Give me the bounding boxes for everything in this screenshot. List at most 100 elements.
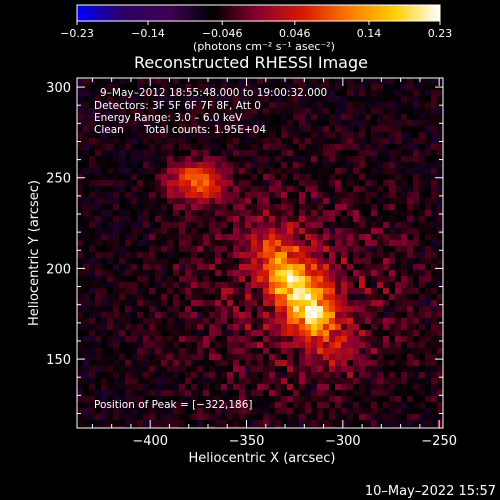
heatmap-cell	[263, 246, 270, 253]
heatmap-cell	[299, 258, 306, 265]
heatmap-cell	[173, 264, 180, 271]
heatmap-cell	[419, 114, 426, 121]
heatmap-cell	[317, 132, 324, 139]
heatmap-cell	[107, 342, 114, 349]
heatmap-cell	[311, 144, 318, 151]
heatmap-cell	[137, 222, 144, 229]
heatmap-cell	[239, 402, 246, 409]
heatmap-cell	[353, 114, 360, 121]
heatmap-cell	[425, 150, 432, 157]
heatmap-cell	[383, 144, 390, 151]
heatmap-cell	[137, 186, 144, 193]
heatmap-cell	[137, 192, 144, 199]
heatmap-cell	[197, 120, 204, 127]
heatmap-cell	[287, 192, 294, 199]
heatmap-cell	[311, 78, 318, 85]
heatmap-cell	[143, 78, 150, 85]
heatmap-cell	[203, 144, 210, 151]
heatmap-cell	[299, 318, 306, 325]
heatmap-cell	[89, 384, 96, 391]
heatmap-cell	[77, 300, 84, 307]
heatmap-cell	[125, 342, 132, 349]
heatmap-cell	[269, 96, 276, 103]
heatmap-cell	[161, 366, 168, 373]
heatmap-cell	[305, 276, 312, 283]
heatmap-cell	[401, 336, 408, 343]
heatmap-cell	[329, 390, 336, 397]
heatmap-cell	[263, 150, 270, 157]
heatmap-cell	[191, 360, 198, 367]
heatmap-cell	[131, 270, 138, 277]
heatmap-cell	[161, 390, 168, 397]
heatmap-cell	[437, 390, 443, 397]
heatmap-cell	[353, 192, 360, 199]
heatmap-cell	[419, 96, 426, 103]
heatmap-cell	[161, 144, 168, 151]
heatmap-cell	[323, 324, 330, 331]
heatmap-cell	[365, 336, 372, 343]
heatmap-cell	[377, 312, 384, 319]
heatmap-cell	[347, 180, 354, 187]
heatmap-cell	[263, 174, 270, 181]
heatmap-cell	[203, 150, 210, 157]
heatmap-cell	[233, 324, 240, 331]
heatmap-cell	[179, 348, 186, 355]
heatmap-cell	[245, 168, 252, 175]
heatmap-cell	[173, 372, 180, 379]
heatmap-cell	[131, 126, 138, 133]
heatmap-cell	[113, 384, 120, 391]
heatmap-cell	[425, 156, 432, 163]
heatmap-cell	[371, 384, 378, 391]
heatmap-cell	[149, 126, 156, 133]
heatmap-cell	[431, 264, 438, 271]
heatmap-cell	[131, 360, 138, 367]
heatmap-cell	[311, 396, 318, 403]
heatmap-cell	[221, 264, 228, 271]
heatmap-cell	[131, 396, 138, 403]
heatmap-cell	[299, 294, 306, 301]
heatmap-cell	[305, 96, 312, 103]
heatmap-cell	[233, 300, 240, 307]
heatmap-cell	[167, 378, 174, 385]
heatmap-cell	[275, 312, 282, 319]
heatmap-cell	[227, 252, 234, 259]
heatmap-cell	[335, 240, 342, 247]
heatmap-cell	[143, 174, 150, 181]
heatmap-cell	[437, 408, 443, 415]
heatmap-cell	[401, 234, 408, 241]
heatmap-cell	[239, 390, 246, 397]
heatmap-cell	[365, 264, 372, 271]
heatmap-cell	[359, 174, 366, 181]
heatmap-cell	[239, 288, 246, 295]
heatmap-cell	[227, 138, 234, 145]
heatmap-cell	[425, 336, 432, 343]
heatmap-cell	[341, 354, 348, 361]
heatmap-cell	[413, 144, 420, 151]
heatmap-cell	[125, 78, 132, 85]
heatmap-cell	[317, 426, 324, 428]
heatmap-cell	[323, 174, 330, 181]
heatmap-cell	[407, 276, 414, 283]
heatmap-cell	[425, 186, 432, 193]
heatmap-cell	[317, 348, 324, 355]
heatmap-cell	[95, 180, 102, 187]
heatmap-cell	[335, 330, 342, 337]
heatmap-cell	[377, 132, 384, 139]
y-tick-label: 200	[46, 262, 71, 277]
heatmap-cell	[377, 246, 384, 253]
heatmap-cell	[401, 294, 408, 301]
heatmap-cell	[401, 210, 408, 217]
heatmap-cell	[347, 234, 354, 241]
heatmap-cell	[197, 360, 204, 367]
heatmap-cell	[107, 300, 114, 307]
heatmap-cell	[203, 396, 210, 403]
heatmap-cell	[413, 90, 420, 97]
heatmap-cell	[401, 204, 408, 211]
heatmap-cell	[263, 294, 270, 301]
heatmap-cell	[197, 294, 204, 301]
heatmap-cell	[155, 276, 162, 283]
heatmap-cell	[161, 384, 168, 391]
heatmap-cell	[437, 216, 443, 223]
heatmap-cell	[155, 108, 162, 115]
heatmap-cell	[323, 390, 330, 397]
